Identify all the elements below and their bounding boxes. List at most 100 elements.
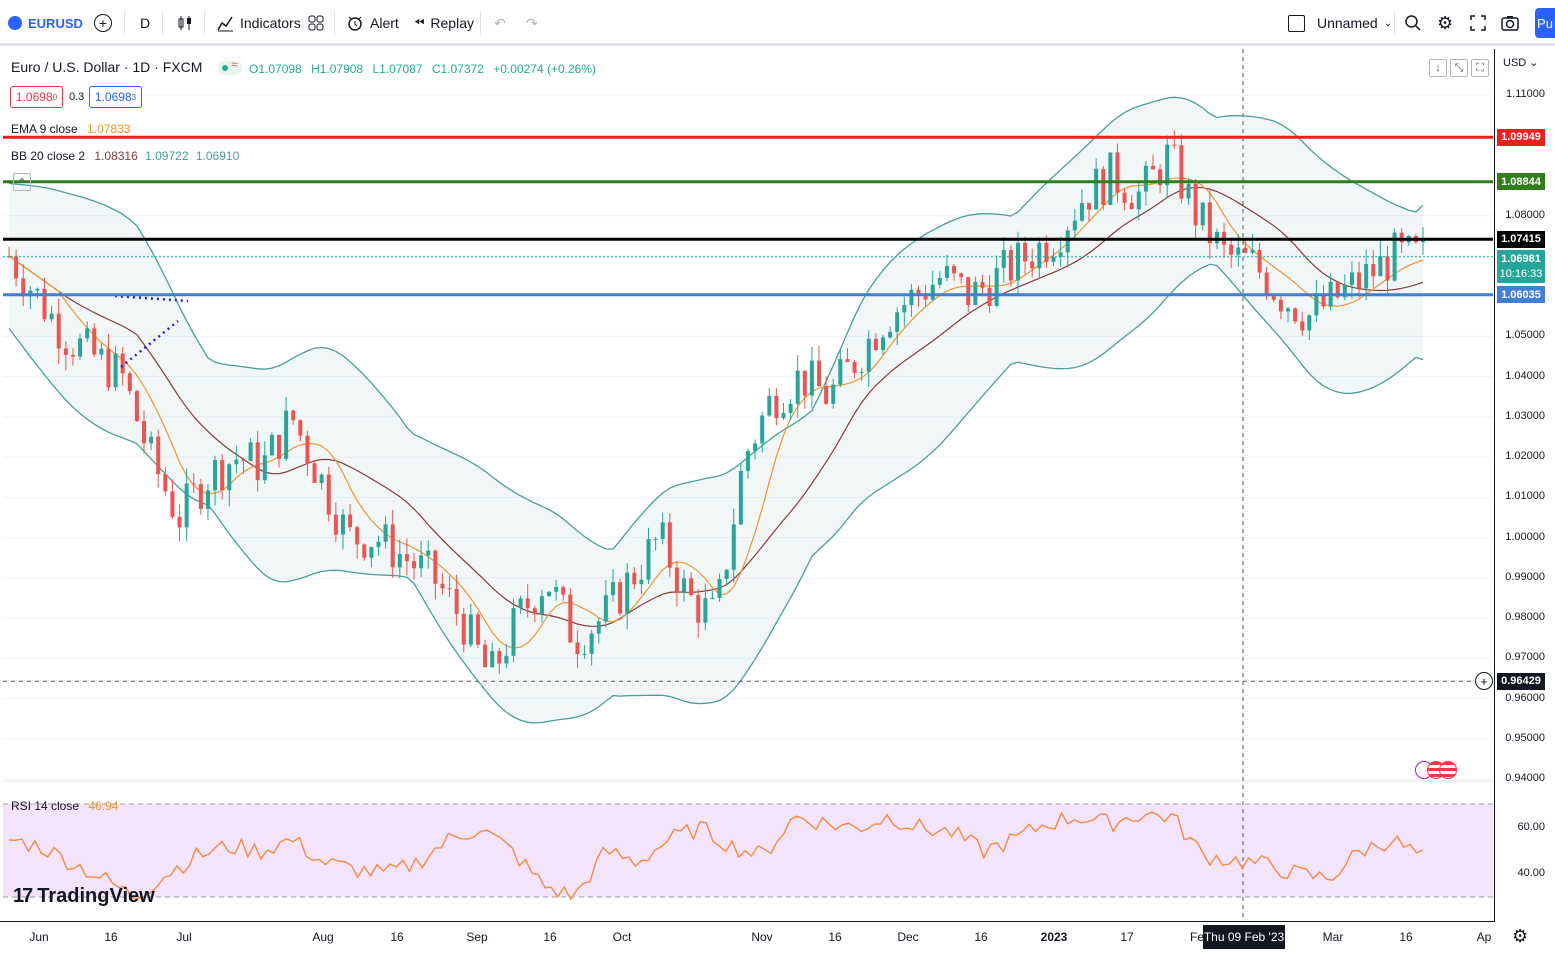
snapshot-button[interactable]	[1501, 0, 1519, 46]
candle-body	[1207, 202, 1212, 244]
candle-body	[205, 490, 210, 509]
bollinger-band-fill	[9, 97, 1423, 724]
candles-icon	[178, 16, 191, 30]
candle-body	[312, 463, 317, 483]
camera-icon	[1501, 16, 1519, 31]
chart-type-button[interactable]	[176, 0, 194, 46]
currency-selector[interactable]: USD ⌄	[1503, 56, 1539, 69]
indicators-label: Indicators	[240, 15, 301, 31]
price-axis-label: 0.95000	[1505, 731, 1545, 744]
symbol-label: EURUSD	[28, 15, 83, 31]
publish-button[interactable]: Pu	[1535, 8, 1555, 38]
candle-body	[1229, 244, 1234, 255]
alert-button[interactable]: Alert	[346, 0, 399, 46]
candle-body	[1101, 168, 1106, 205]
buy-price: 1.0698	[94, 90, 132, 104]
replay-button[interactable]: ⏪︎ Replay	[414, 0, 474, 46]
redo-button[interactable]: ↷	[526, 0, 538, 46]
candle-body	[1165, 144, 1170, 186]
add-alert-plus-icon[interactable]: +	[1475, 672, 1493, 691]
candle-body	[1357, 272, 1362, 289]
sell-price: 1.0698	[15, 90, 53, 104]
interval-button[interactable]: D	[140, 0, 150, 46]
chevron-up-icon: ⌃	[17, 176, 27, 189]
sell-button[interactable]: 1.0698 0	[10, 86, 63, 108]
candle-body	[561, 587, 566, 595]
candle-body	[817, 360, 822, 387]
candle-body	[575, 642, 580, 655]
candle-body	[447, 588, 452, 590]
chart-settings-button[interactable]: ⚙	[1512, 926, 1528, 947]
tradingview-watermark[interactable]: 17 TradingView	[13, 885, 155, 908]
rsi-label: RSI 14 close	[11, 799, 80, 813]
time-axis-label: Oct	[612, 930, 632, 944]
candle-body	[397, 554, 402, 568]
candle-body	[63, 348, 68, 355]
undo-button[interactable]: ↶	[494, 0, 506, 46]
collapse-icon: ⤡	[1454, 61, 1464, 74]
time-axis[interactable]: Jun 16 Jul Aug 16 Sep 16 Oct Nov 16 Dec 16 2023 17 Fe M…	[0, 921, 1494, 955]
collapse-legend-button[interactable]: ⌃	[13, 173, 31, 191]
chart-pane[interactable]: Euro / U.S. Dollar · 1D · FXCM ≈ O1.0709…	[3, 49, 1493, 922]
candle-body	[70, 354, 75, 357]
candle-body	[717, 579, 722, 598]
price-axis[interactable]: USD ⌄ 1.110001.080001.070001.050001.0400…	[1494, 49, 1555, 922]
symbol-search-button[interactable]: EURUSD	[8, 0, 83, 46]
settings-button[interactable]: ⚙	[1437, 0, 1453, 46]
candle-body	[880, 337, 885, 351]
currency-label: USD	[1503, 57, 1527, 69]
candle-body	[1008, 250, 1013, 281]
time-axis-label: Jul	[176, 930, 192, 944]
candle-body	[760, 415, 765, 444]
rsi-legend[interactable]: RSI 14 close 46.94	[11, 799, 118, 813]
maximize-pane-button[interactable]: ⛶	[1471, 59, 1489, 77]
compare-symbol-button[interactable]: +	[94, 0, 112, 46]
layout-selector[interactable]: Unnamed ⌄	[1288, 0, 1392, 46]
candle-body	[1271, 296, 1276, 300]
candle-body	[454, 588, 459, 614]
bb-legend[interactable]: BB 20 close 2 1.08316 1.09722 1.06910	[11, 149, 239, 163]
candle-body	[838, 359, 843, 385]
tradingview-logo-icon: 17	[13, 885, 33, 907]
gear-icon: ⚙	[1512, 926, 1529, 946]
chart-canvas[interactable]	[3, 49, 1493, 922]
move-pane-down-button[interactable]: ↓	[1429, 59, 1447, 77]
candle-body	[753, 443, 758, 452]
bb-upper-value: 1.09722	[145, 149, 189, 163]
candle-body	[1321, 295, 1326, 307]
collapse-pane-button[interactable]: ⤡	[1450, 59, 1468, 77]
low-value: L1.07087	[372, 62, 423, 76]
price-axis-label: 1.01000	[1505, 490, 1545, 503]
templates-button[interactable]	[307, 0, 325, 46]
candle-body	[21, 278, 26, 297]
candle-body	[873, 338, 878, 351]
candle-body	[589, 633, 594, 654]
candle-body	[269, 434, 274, 456]
search-button[interactable]	[1404, 0, 1422, 46]
publish-label: Pu	[1537, 15, 1553, 31]
candle-body	[809, 360, 814, 396]
buy-button[interactable]: 1.0698 3	[89, 86, 142, 108]
fullscreen-button[interactable]	[1470, 0, 1486, 46]
price-axis-label: 1.11000	[1506, 88, 1545, 100]
price-axis-label: 0.94000	[1505, 772, 1545, 784]
candle-body	[937, 277, 942, 285]
rsi-axis-label: 60.00	[1517, 821, 1545, 833]
candle-body	[994, 267, 999, 306]
candle-body	[220, 460, 225, 491]
time-axis-label: Dec	[897, 930, 919, 944]
indicators-button[interactable]: Indicators	[216, 0, 301, 46]
candle-body	[1122, 192, 1127, 203]
candle-body	[433, 550, 438, 584]
buy-price-fraction: 3	[131, 92, 137, 102]
candle-body	[1264, 272, 1269, 297]
ema-legend[interactable]: EMA 9 close 1.07833	[11, 122, 130, 136]
candle-body	[1214, 231, 1219, 244]
candle-body	[298, 420, 303, 436]
candle-body	[866, 338, 871, 372]
economic-events-icons[interactable]	[1415, 761, 1457, 779]
price-axis-label: 0.99000	[1505, 570, 1545, 583]
candle-body	[1371, 264, 1376, 277]
candle-body	[355, 527, 360, 545]
candle-body	[134, 391, 139, 422]
